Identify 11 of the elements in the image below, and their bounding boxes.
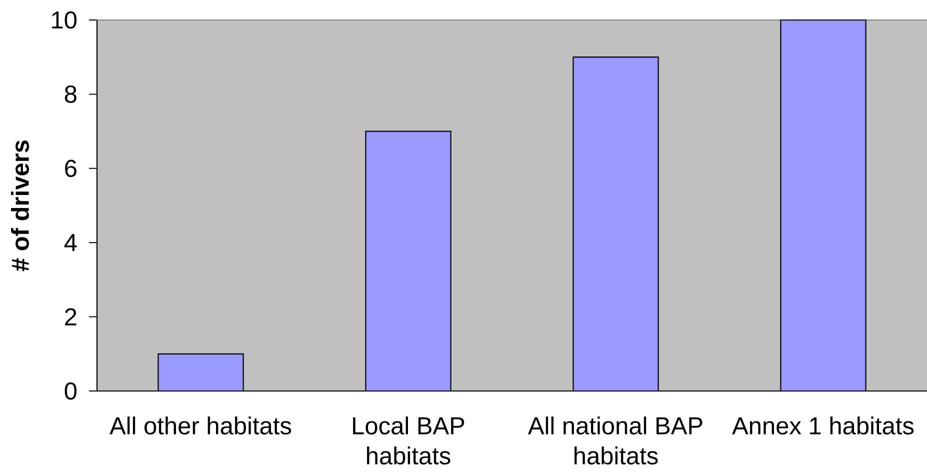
y-tick-label: 4 <box>64 234 77 252</box>
x-tick-label: Local BAP habitats <box>353 416 464 465</box>
y-axis-title: # of drivers <box>11 140 29 272</box>
x-tick-label: All other habitats <box>110 416 292 435</box>
y-tick-label: 0 <box>64 382 77 400</box>
y-tick-label: 8 <box>64 86 76 103</box>
x-tick-label: Annex 1 habitats <box>732 416 914 435</box>
y-tick-label: 2 <box>65 308 76 326</box>
y-tick-label: 6 <box>65 160 76 178</box>
x-tick-label: All national BAP habitats <box>528 416 702 465</box>
y-tick-label: 10 <box>52 11 77 29</box>
